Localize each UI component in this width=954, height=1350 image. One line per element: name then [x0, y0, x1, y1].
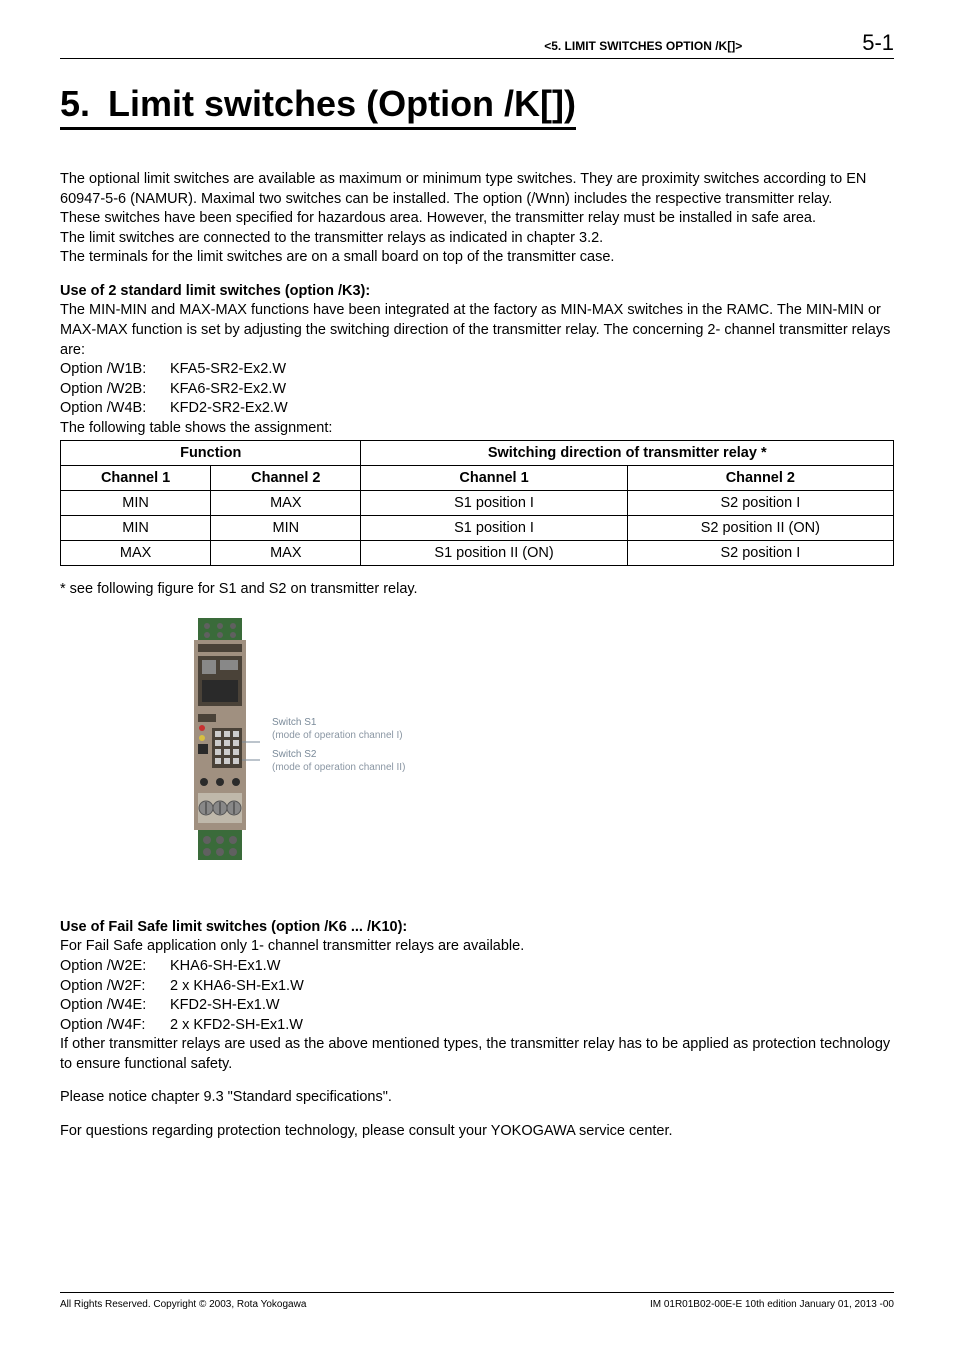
- failsafe-p2: If other transmitter relays are used as …: [60, 1035, 894, 1074]
- intro-p4: The terminals for the limit switches are…: [60, 248, 894, 268]
- option-value: KHA6-SH-Ex1.W: [170, 957, 280, 977]
- chapter-title-text: Limit switches (Option /K[]): [108, 83, 576, 124]
- cell: S2 position II (ON): [627, 516, 893, 541]
- option-label: Option /W1B:: [60, 360, 170, 380]
- page-header: <5. LIMIT SWITCHES OPTION /K[]> 5-1: [60, 30, 894, 59]
- std-heading: Use of 2 standard limit switches (option…: [60, 282, 894, 302]
- page-footer: All Rights Reserved. Copyright © 2003, R…: [60, 1292, 894, 1310]
- failsafe-option-row: Option /W2F: 2 x KHA6-SH-Ex1.W: [60, 977, 894, 997]
- cell: MAX: [61, 541, 211, 566]
- option-label: Option /W2B:: [60, 380, 170, 400]
- failsafe-heading: Use of Fail Safe limit switches (option …: [60, 918, 894, 938]
- fig-s1-title: Switch S1: [272, 716, 405, 729]
- failsafe-option-row: Option /W2E: KHA6-SH-Ex1.W: [60, 957, 894, 977]
- cell: S2 position I: [627, 491, 893, 516]
- intro-p2: These switches have been specified for h…: [60, 209, 894, 229]
- std-option-row: Option /W2B: KFA6-SR2-Ex2.W: [60, 380, 894, 400]
- relay-diagram-icon: [180, 618, 260, 878]
- table-footnote: * see following figure for S1 and S2 on …: [60, 580, 894, 600]
- intro-p3: The limit switches are connected to the …: [60, 229, 894, 249]
- fig-s2-sub: (mode of operation channel II): [272, 761, 405, 774]
- std-p2: The following table shows the assignment…: [60, 419, 894, 439]
- relay-figure: Switch S1 (mode of operation channel I) …: [180, 618, 894, 878]
- table-row: MAX MAX S1 position II (ON) S2 position …: [61, 541, 894, 566]
- option-value: KFA5-SR2-Ex2.W: [170, 360, 286, 380]
- table-row: MIN MIN S1 position I S2 position II (ON…: [61, 516, 894, 541]
- option-value: 2 x KFD2-SH-Ex1.W: [170, 1016, 303, 1036]
- fig-s1-sub: (mode of operation channel I): [272, 729, 405, 742]
- failsafe-option-row: Option /W4F: 2 x KFD2-SH-Ex1.W: [60, 1016, 894, 1036]
- table-head-row: Function Switching direction of transmit…: [61, 441, 894, 466]
- failsafe-p4: For questions regarding protection techn…: [60, 1122, 894, 1142]
- std-option-row: Option /W1B: KFA5-SR2-Ex2.W: [60, 360, 894, 380]
- std-option-row: Option /W4B: KFD2-SR2-Ex2.W: [60, 399, 894, 419]
- chapter-title-wrap: 5. Limit switches (Option /K[]): [60, 83, 894, 170]
- option-value: KFD2-SH-Ex1.W: [170, 996, 280, 1016]
- option-label: Option /W2E:: [60, 957, 170, 977]
- footer-left: All Rights Reserved. Copyright © 2003, R…: [60, 1299, 306, 1310]
- failsafe-section: Use of Fail Safe limit switches (option …: [60, 918, 894, 1142]
- th-ch1-a: Channel 1: [61, 466, 211, 491]
- option-value: KFD2-SR2-Ex2.W: [170, 399, 288, 419]
- header-page-number: 5-1: [862, 30, 894, 56]
- failsafe-p3: Please notice chapter 9.3 "Standard spec…: [60, 1088, 894, 1108]
- cell: S1 position I: [361, 491, 627, 516]
- option-label: Option /W4B:: [60, 399, 170, 419]
- th-ch2-a: Channel 2: [211, 466, 361, 491]
- intro-p1: The optional limit switches are availabl…: [60, 170, 894, 209]
- table-row: MIN MAX S1 position I S2 position I: [61, 491, 894, 516]
- option-value: KFA6-SR2-Ex2.W: [170, 380, 286, 400]
- figure-label-block: Switch S1 (mode of operation channel I) …: [272, 716, 405, 780]
- cell: S1 position I: [361, 516, 627, 541]
- th-ch2-b: Channel 2: [627, 466, 893, 491]
- std-section: Use of 2 standard limit switches (option…: [60, 282, 894, 439]
- cell: S2 position I: [627, 541, 893, 566]
- failsafe-p1: For Fail Safe application only 1- channe…: [60, 937, 894, 957]
- option-label: Option /W4F:: [60, 1016, 170, 1036]
- th-switching: Switching direction of transmitter relay…: [361, 441, 894, 466]
- option-label: Option /W2F:: [60, 977, 170, 997]
- table-subhead-row: Channel 1 Channel 2 Channel 1 Channel 2: [61, 466, 894, 491]
- th-function: Function: [61, 441, 361, 466]
- cell: MIN: [61, 491, 211, 516]
- chapter-number: 5.: [60, 83, 90, 124]
- failsafe-option-row: Option /W4E: KFD2-SH-Ex1.W: [60, 996, 894, 1016]
- option-value: 2 x KHA6-SH-Ex1.W: [170, 977, 304, 997]
- std-option-list: Option /W1B: KFA5-SR2-Ex2.W Option /W2B:…: [60, 360, 894, 419]
- footer-right: IM 01R01B02-00E-E 10th edition January 0…: [650, 1299, 894, 1310]
- fig-s2-label: Switch S2 (mode of operation channel II): [272, 748, 405, 774]
- cell: S1 position II (ON): [361, 541, 627, 566]
- intro-block: The optional limit switches are availabl…: [60, 170, 894, 268]
- assignment-table: Function Switching direction of transmit…: [60, 440, 894, 566]
- th-ch1-b: Channel 1: [361, 466, 627, 491]
- cell: MAX: [211, 541, 361, 566]
- cell: MAX: [211, 491, 361, 516]
- fig-s2-title: Switch S2: [272, 748, 405, 761]
- chapter-title: 5. Limit switches (Option /K[]): [60, 83, 576, 130]
- header-section-label: <5. LIMIT SWITCHES OPTION /K[]>: [544, 39, 742, 53]
- fig-s1-label: Switch S1 (mode of operation channel I): [272, 716, 405, 742]
- std-p1: The MIN-MIN and MAX-MAX functions have b…: [60, 301, 894, 360]
- cell: MIN: [211, 516, 361, 541]
- option-label: Option /W4E:: [60, 996, 170, 1016]
- failsafe-option-list: Option /W2E: KHA6-SH-Ex1.W Option /W2F: …: [60, 957, 894, 1035]
- cell: MIN: [61, 516, 211, 541]
